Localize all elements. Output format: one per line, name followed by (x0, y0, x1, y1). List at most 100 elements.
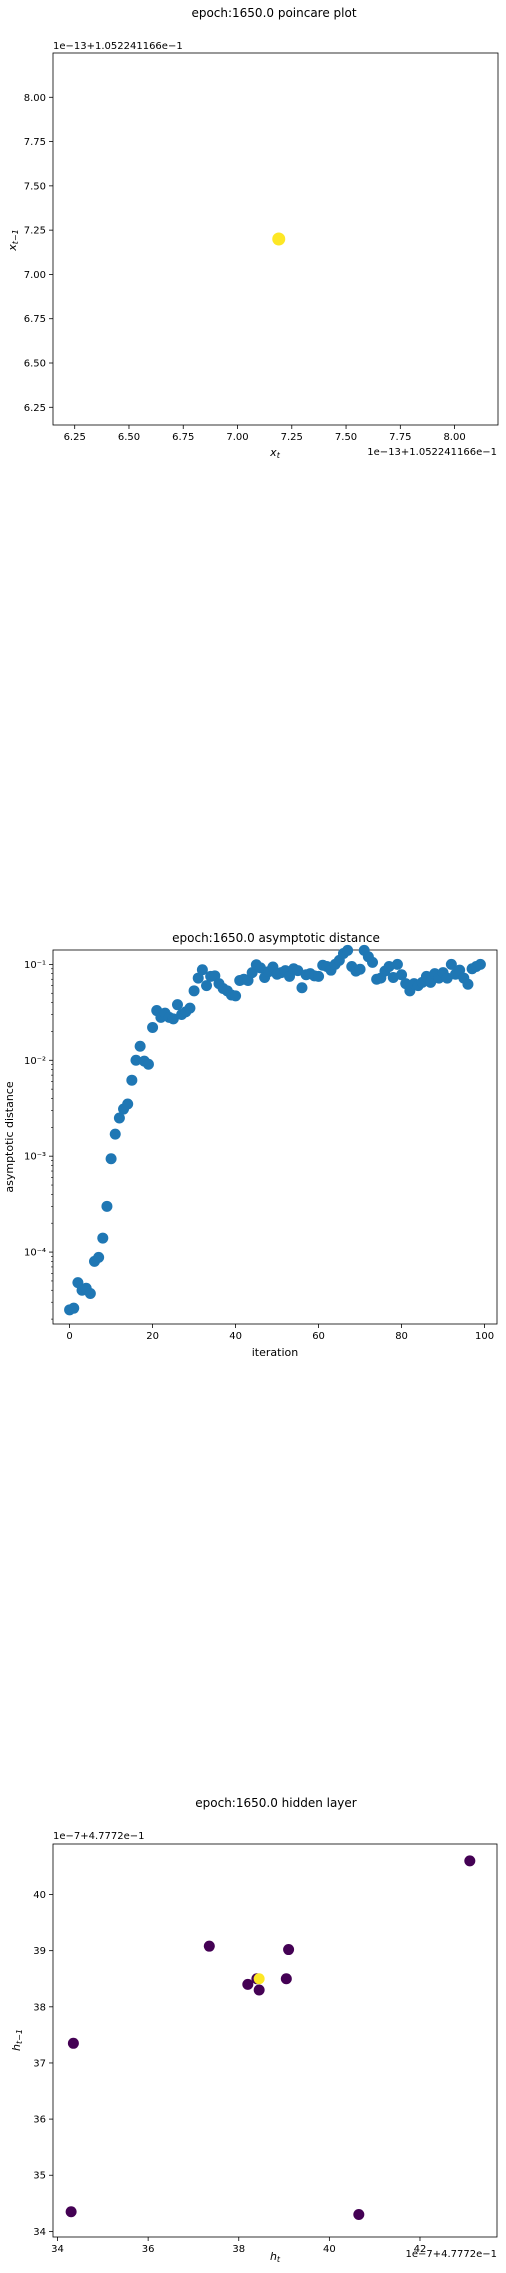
x-tick-label: 6.75 (172, 432, 194, 443)
data-point (188, 985, 200, 997)
hidden-layer-plot: epoch:1650.0 hidden layer 1e−7+4.7772e−1… (10, 1796, 498, 2264)
x-offset-label: 1e−13+1.052241166e−1 (367, 447, 497, 458)
x-tick-label: 6.50 (118, 432, 140, 443)
data-point (97, 1232, 109, 1244)
plot-frame (52, 52, 499, 426)
y-tick-label: 34 (33, 2227, 46, 2238)
x-tick-label: 7.25 (281, 432, 303, 443)
chart-title: epoch:1650.0 poincare plot (191, 6, 356, 20)
x-axis-label: ht (270, 2250, 281, 2264)
y-axis-label: xt−1 (6, 229, 20, 251)
x-axis-label: iteration (252, 1346, 298, 1359)
y-tick-label: 36 (33, 2115, 46, 2126)
y-tick-label: 7.75 (24, 137, 46, 148)
data-point (105, 1153, 117, 1165)
y-tick-label: 6.50 (24, 359, 46, 370)
data-point (192, 972, 204, 984)
y-tick-label: 40 (33, 1890, 46, 1901)
x-tick-label: 36 (142, 2244, 155, 2255)
y-offset-label: 1e−13+1.052241166e−1 (53, 41, 183, 52)
poincare-panel: epoch:1650.0 poincare plot 1e−13+1.05224… (0, 0, 506, 460)
data-point (147, 1021, 159, 1033)
x-tick-label: 34 (51, 2244, 64, 2255)
data-point (122, 1098, 134, 1110)
x-axis-label: xt (269, 446, 281, 460)
data-point (84, 1287, 96, 1299)
data-point (292, 965, 304, 977)
y-axis-label: asymptotic distance (3, 1081, 16, 1192)
chart-title: epoch:1650.0 hidden layer (195, 1796, 357, 1810)
data-point (342, 944, 354, 956)
data-point (67, 2037, 79, 2049)
y-tick-label: 7.00 (24, 270, 46, 281)
data-point (184, 1002, 196, 1014)
data-point (109, 1128, 121, 1140)
poincare-plot: epoch:1650.0 poincare plot 1e−13+1.05224… (6, 6, 499, 460)
asymptotic-panel: epoch:1650.0 asymptotic distance 0 20 40 60… (0, 920, 506, 1380)
data-point (353, 2209, 365, 2221)
data-point (253, 1984, 265, 1996)
y-tick-label: 35 (33, 2171, 46, 2182)
y-tick-label: 8.00 (24, 93, 46, 104)
data-point (296, 982, 308, 994)
data-point (126, 1074, 138, 1086)
x-tick-label: 40 (229, 1331, 242, 1342)
data-point (93, 1251, 105, 1263)
y-tick-label: 6.25 (24, 403, 46, 414)
data-point (313, 970, 325, 982)
data-point (445, 958, 457, 970)
x-tick-label: 60 (312, 1331, 325, 1342)
data-point (396, 969, 408, 981)
x-tick-label: 38 (232, 2244, 245, 2255)
y-tick-label: 39 (33, 1946, 46, 1957)
x-tick-label: 100 (475, 1331, 494, 1342)
data-point (367, 956, 379, 968)
y-tick-label: 38 (33, 2002, 46, 2013)
data-point (391, 958, 403, 970)
y-offset-label: 1e−7+4.7772e−1 (53, 1831, 145, 1842)
asymptotic-distance-plot: epoch:1650.0 asymptotic distance 0 20 40 60… (3, 931, 498, 1359)
data-point (171, 999, 183, 1011)
data-point (196, 964, 208, 976)
data-point (280, 1973, 292, 1985)
x-tick-label: 7.75 (389, 432, 411, 443)
x-tick-label: 0 (66, 1331, 72, 1342)
data-point (68, 1302, 80, 1314)
data-point (464, 1855, 476, 1867)
data-point (134, 1040, 146, 1052)
x-tick-label: 7.00 (226, 432, 248, 443)
data-point (474, 958, 486, 970)
data-point (387, 971, 399, 983)
y-tick-label: 10⁻² (24, 1056, 46, 1067)
data-point (272, 232, 286, 246)
data-point (142, 1058, 154, 1070)
x-offset-label: 1e−7+4.7772e−1 (405, 2249, 497, 2260)
data-point (113, 1112, 125, 1124)
x-tick-label: 7.50 (335, 432, 357, 443)
data-point (253, 1973, 265, 1985)
data-point (283, 1944, 295, 1956)
x-tick-label: 80 (395, 1331, 408, 1342)
x-tick-label: 6.25 (64, 432, 86, 443)
y-tick-label: 10⁻³ (24, 1152, 46, 1163)
y-axis-label: ht−1 (10, 2029, 24, 2051)
data-point (201, 980, 213, 992)
data-point (203, 1940, 215, 1952)
data-point (167, 1013, 179, 1025)
data-point (101, 1200, 113, 1212)
plot-frame (52, 949, 498, 1325)
data-point (462, 978, 474, 990)
data-point (242, 1978, 254, 1990)
plot-frame (52, 1843, 498, 2238)
data-point (65, 2206, 77, 2218)
y-tick-label: 10⁻⁴ (24, 1248, 46, 1259)
data-point (254, 962, 266, 974)
data-point (130, 1054, 142, 1066)
y-tick-label: 7.25 (24, 226, 46, 237)
y-tick-label: 7.50 (24, 181, 46, 192)
data-point (354, 963, 366, 975)
data-point (441, 972, 453, 984)
y-tick-label: 10⁻¹ (24, 960, 46, 971)
chart-title: epoch:1650.0 asymptotic distance (172, 931, 380, 945)
x-tick-label: 42 (414, 2244, 427, 2255)
